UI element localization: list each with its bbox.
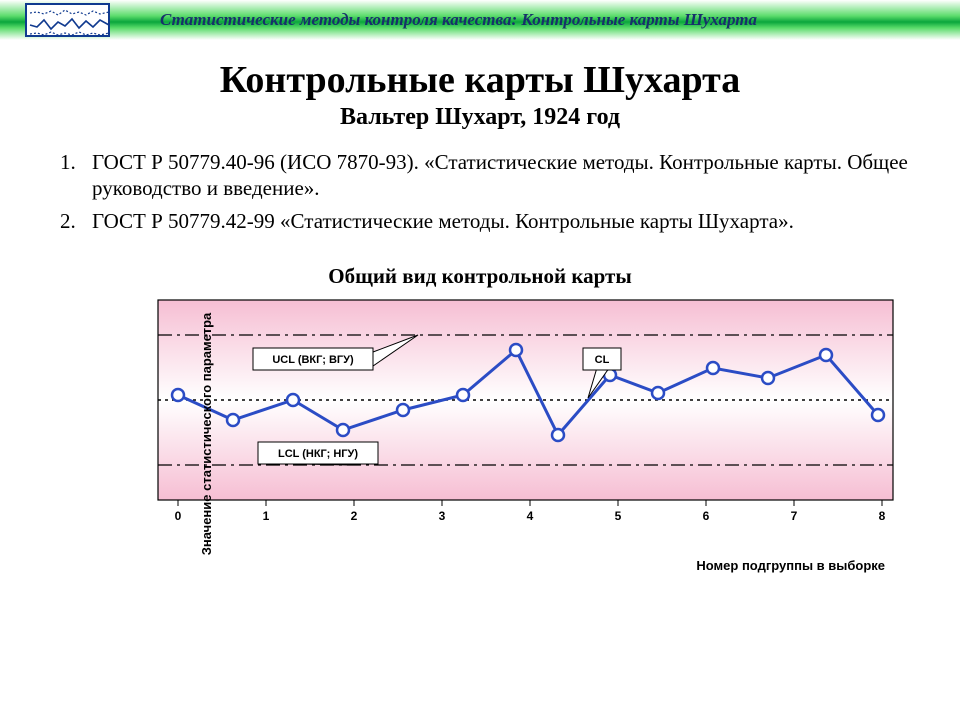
svg-text:4: 4 [527, 509, 534, 523]
chart-canvas: 0 1 2 3 4 5 6 7 8 UCL (ВКГ; ВГУ) CL LCL (НКГ; НГУ) [140, 295, 910, 530]
svg-text:UCL (ВКГ; ВГУ): UCL (ВКГ; ВГУ) [272, 354, 354, 366]
list-item: ГОСТ Р 50779.40-96 (ИСО 7870-93). «Стати… [60, 149, 920, 202]
svg-text:3: 3 [439, 509, 446, 523]
svg-text:8: 8 [879, 509, 886, 523]
header-title: Статистические методы контроля качества:… [120, 10, 757, 30]
svg-text:7: 7 [791, 509, 798, 523]
chart-ylabel: Значение статистического параметра [199, 312, 214, 555]
header-bar: Статистические методы контроля качества:… [0, 0, 960, 40]
page-subtitle: Вальтер Шухарт, 1924 год [0, 104, 960, 131]
control-chart: Значение статистического параметра 0 1 2 3 4… [140, 295, 910, 573]
svg-text:5: 5 [615, 509, 622, 523]
chart-title: Общий вид контрольной карты [0, 264, 960, 289]
svg-text:LCL (НКГ; НГУ): LCL (НКГ; НГУ) [278, 448, 358, 460]
svg-text:CL: CL [595, 354, 610, 366]
reference-list: ГОСТ Р 50779.40-96 (ИСО 7870-93). «Стати… [60, 149, 920, 234]
svg-text:0: 0 [175, 509, 182, 523]
svg-text:6: 6 [703, 509, 710, 523]
page-title: Контрольные карты Шухарта [0, 58, 960, 102]
svg-text:1: 1 [263, 509, 270, 523]
list-item: ГОСТ Р 50779.42-99 «Статистические метод… [60, 208, 920, 234]
chart-xlabel: Номер подгруппы в выборке [140, 558, 910, 573]
logo-icon [25, 3, 110, 37]
svg-text:2: 2 [351, 509, 358, 523]
